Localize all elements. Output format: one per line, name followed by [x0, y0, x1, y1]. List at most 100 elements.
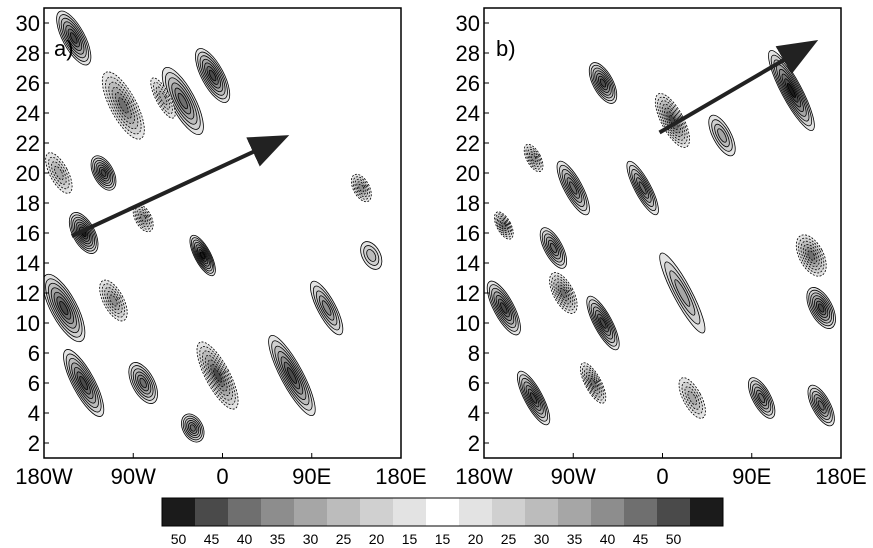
anomaly-blob — [626, 160, 659, 216]
x-tick-label: 0 — [656, 464, 668, 489]
y-tick-label: 30 — [456, 11, 480, 36]
anomaly-blob — [68, 212, 99, 254]
contour-level — [559, 287, 567, 299]
anomaly-blob — [678, 377, 706, 419]
anomaly-blob — [310, 280, 344, 336]
contour-level — [817, 400, 825, 411]
anomaly-blob — [44, 273, 86, 343]
colorbar-cell — [624, 498, 658, 526]
anomaly-blob — [768, 50, 815, 131]
colorbar-tick-label: 40 — [237, 531, 253, 547]
colorbar-cells — [162, 498, 724, 526]
colorbar-cell — [261, 498, 295, 526]
y-tick-label: 2 — [28, 431, 40, 456]
y-tick-label: 16 — [456, 221, 480, 246]
y-tick-label: 4 — [468, 401, 480, 426]
anomaly-blob — [189, 234, 216, 277]
x-tick-label: 180W — [15, 464, 73, 489]
anomaly-blob — [523, 143, 544, 173]
y-tick-label: 20 — [456, 161, 480, 186]
y-tick-label: 6 — [28, 371, 40, 396]
contour-level — [158, 90, 168, 106]
panel-a-trend-arrow — [70, 135, 290, 238]
anomaly-blob — [150, 77, 176, 119]
contour-level — [589, 377, 597, 389]
y-tick-label: 28 — [16, 41, 40, 66]
anomaly-blob — [795, 234, 827, 277]
x-tick-label: 90W — [551, 464, 596, 489]
contour-level — [59, 300, 69, 316]
anomaly-blob — [181, 413, 205, 443]
contour-level — [817, 303, 825, 313]
colorbar-tick-label: 30 — [303, 531, 319, 547]
contour-level — [717, 128, 727, 143]
anomaly-blob — [350, 173, 372, 203]
contour-level — [549, 242, 557, 254]
y-tick-label: 4 — [28, 401, 40, 426]
anomaly-blob — [556, 160, 590, 216]
contour-level — [530, 153, 537, 163]
x-tick-label: 0 — [216, 464, 228, 489]
anomaly-blob — [56, 10, 92, 66]
panel-a-blobs — [44, 10, 383, 443]
anomaly-blob — [807, 384, 835, 427]
panel-a-label: a) — [54, 36, 74, 61]
panel-a-xticks: 180W 90W 0 90E 180E — [15, 453, 427, 489]
anomaly-blob — [517, 370, 551, 426]
y-tick-label: 24 — [16, 101, 40, 126]
anomaly-blob — [586, 295, 620, 351]
anomaly-blob — [748, 377, 776, 419]
contour-level — [140, 213, 147, 223]
contour-level — [599, 78, 607, 88]
contour-level — [189, 424, 196, 432]
colorbar-tick-label: 25 — [336, 531, 352, 547]
colorbar-cell — [591, 498, 625, 526]
colorbar-tick-label: 20 — [468, 531, 484, 547]
colorbar-cell — [162, 498, 196, 526]
colorbar-tick-label: 45 — [204, 531, 220, 547]
y-tick-label: 26 — [456, 71, 480, 96]
anomaly-blob — [549, 272, 578, 314]
y-tick-label: 8 — [468, 341, 480, 366]
anomaly-blob — [128, 362, 158, 404]
colorbar-cell — [228, 498, 262, 526]
contour-level — [79, 375, 89, 391]
colorbar-cell — [558, 498, 592, 526]
colorbar-cell — [294, 498, 328, 526]
colorbar-frame — [161, 497, 724, 527]
colorbar-tick-label: 30 — [534, 531, 550, 547]
y-tick-label: 18 — [456, 191, 480, 216]
contour-level — [758, 392, 766, 404]
colorbar-cell — [690, 498, 724, 526]
panel-b-trend-arrow — [658, 39, 819, 135]
contour-level — [786, 83, 796, 98]
contour-level — [529, 392, 538, 404]
anomaly-blob — [659, 252, 706, 334]
colorbar-cell — [327, 498, 361, 526]
colorbar-tick-label: 35 — [270, 531, 286, 547]
anomaly-blob — [45, 152, 73, 194]
y-tick-label: 6 — [468, 371, 480, 396]
contour-level — [687, 390, 698, 406]
contour-level — [177, 92, 188, 110]
contour-level — [109, 294, 118, 307]
contour-level — [674, 279, 691, 307]
anomaly-blob — [268, 335, 316, 416]
colorbar-cell — [360, 498, 394, 526]
y-tick-label: 22 — [456, 131, 480, 156]
contour-level — [599, 317, 607, 329]
anomaly-blob — [654, 93, 690, 148]
anomaly-blob — [539, 227, 568, 269]
x-tick-label: 90W — [111, 464, 156, 489]
colorbar-tick-label: 15 — [435, 531, 451, 547]
colorbar-cell — [393, 498, 427, 526]
colorbar-cell — [492, 498, 526, 526]
y-tick-label: 26 — [16, 71, 40, 96]
y-tick-label: 12 — [456, 281, 480, 306]
anomaly-blob — [196, 341, 239, 410]
anomaly-blob — [90, 155, 117, 191]
panel-b-blobs — [486, 50, 836, 427]
